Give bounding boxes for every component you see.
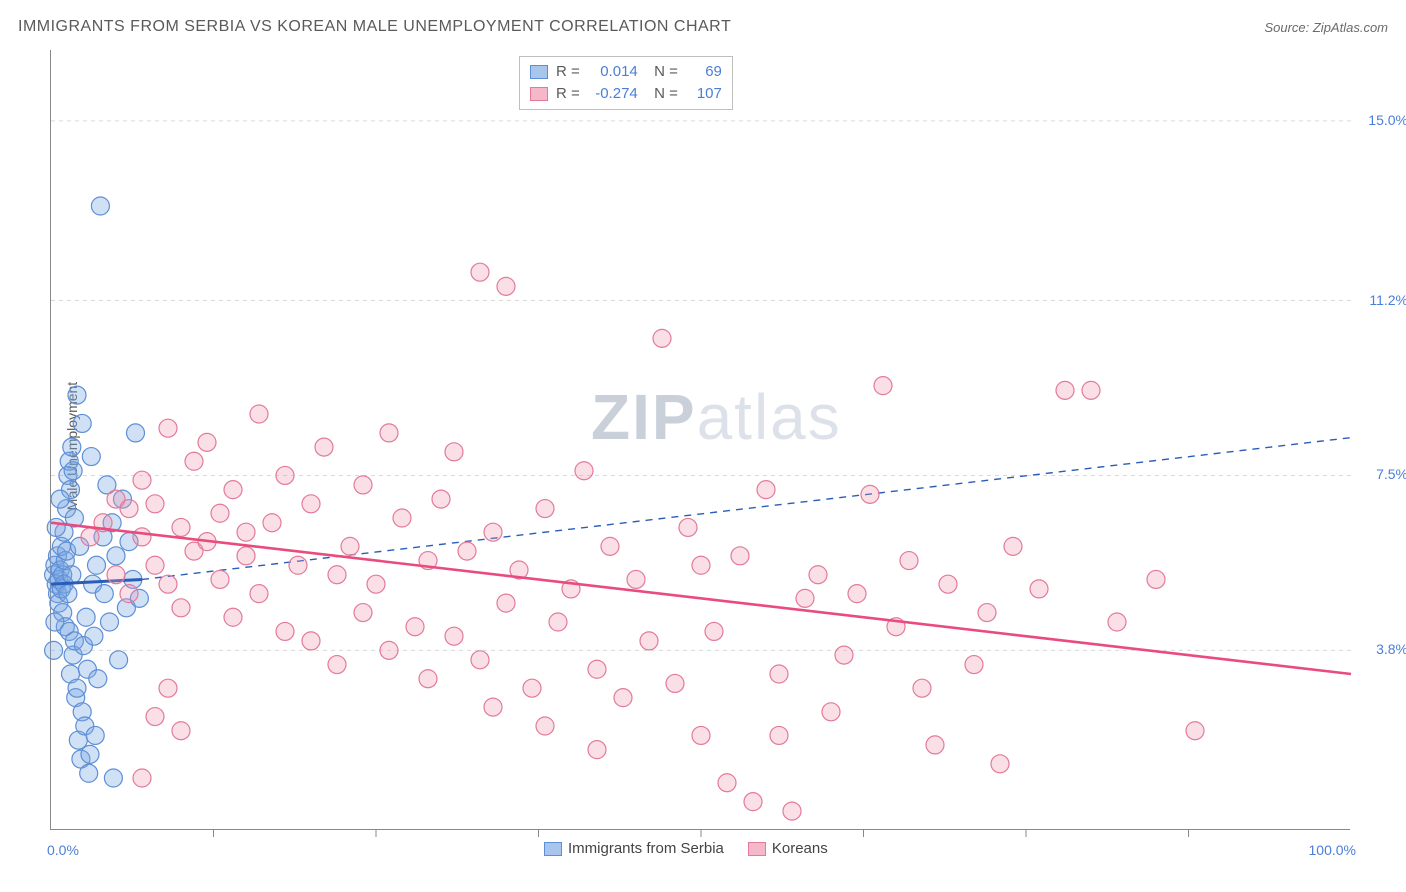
n-value-koreans: 107 [686,83,722,105]
r-value-serbia: 0.014 [588,61,638,83]
series-legend: Immigrants from Serbia Koreans [544,840,828,857]
plot-svg [51,50,1350,829]
n-label: N = [646,61,678,83]
y-tick-label: 15.0% [1368,112,1406,128]
n-label: N = [646,83,678,105]
legend-label-koreans: Koreans [772,840,828,857]
r-label: R = [556,83,580,105]
legend-swatch-koreans [748,842,766,856]
legend-item-koreans: Koreans [748,840,828,857]
legend-label-serbia: Immigrants from Serbia [568,840,724,857]
chart-title: IMMIGRANTS FROM SERBIA VS KOREAN MALE UN… [18,18,731,36]
swatch-serbia [530,65,548,79]
scatter-plot: ZIPatlas R =0.014 N =69R =-0.274 N =107 … [50,50,1350,830]
source-attribution: Source: ZipAtlas.com [1264,20,1388,35]
stats-row-serbia: R = 0.014 N = 69 [530,61,722,83]
x-tick-label: 0.0% [47,842,79,858]
legend-item-serbia: Immigrants from Serbia [544,840,724,857]
r-label: R = [556,61,580,83]
y-tick-label: 11.2% [1369,292,1406,308]
y-tick-label: 3.8% [1376,641,1406,657]
legend-swatch-serbia [544,842,562,856]
stats-legend: R = 0.014 N = 69 R = -0.274 N = 107 [519,56,733,110]
n-value-serbia: 69 [686,61,722,83]
swatch-koreans [530,87,548,101]
stats-row-koreans: R = -0.274 N = 107 [530,83,722,105]
x-tick-label: 100.0% [1309,842,1356,858]
y-tick-label: 7.5% [1376,466,1406,482]
title-bar: IMMIGRANTS FROM SERBIA VS KOREAN MALE UN… [18,18,1388,36]
r-value-koreans: -0.274 [588,83,638,105]
